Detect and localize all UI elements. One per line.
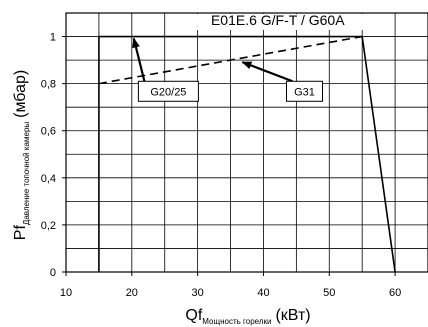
y-tick-label: 0,2 — [41, 220, 56, 232]
annotation-box — [137, 80, 199, 102]
x-tick-label: 50 — [323, 287, 335, 299]
x-tick-label: 30 — [192, 287, 204, 299]
annotation-arrow — [241, 61, 293, 83]
x-axis-label: QfМощность горелки (кВт) — [185, 307, 310, 326]
chart-title-box: E01E.6 G/F-T / G60A — [187, 12, 368, 30]
y-axis-label-sub: Давление топочной камеры — [22, 122, 31, 225]
y-axis-ticks: 0 0,2 0,4 0,6 0,8 1 — [41, 32, 66, 279]
annotation-label: G20/25 — [150, 86, 186, 98]
annotation-box — [285, 80, 323, 102]
annotations: G20/25 G31 — [132, 37, 323, 102]
x-axis-label-main: Qf — [185, 307, 202, 324]
plot-frame — [65, 12, 428, 273]
y-tick-label: 0,4 — [41, 173, 56, 185]
x-axis-label-sub: Мощность горелки — [202, 317, 271, 326]
y-axis-label-unit: (мбар) — [12, 70, 29, 118]
series-line-g20-25 — [98, 35, 396, 273]
x-tick-label: 20 — [126, 287, 138, 299]
annotation-label: G31 — [294, 86, 315, 98]
grid — [66, 13, 428, 272]
x-axis-label-unit: (кВт) — [275, 307, 310, 324]
y-tick-label: 0 — [50, 267, 56, 279]
title-background — [187, 14, 368, 30]
x-tick-label: 60 — [389, 287, 401, 299]
x-tick-label: 10 — [60, 287, 72, 299]
annotation-arrow — [132, 37, 146, 82]
x-tick-label: 40 — [257, 287, 269, 299]
y-tick-label: 0,8 — [41, 79, 56, 91]
x-axis-ticks: 10 20 30 40 50 60 — [60, 272, 401, 299]
y-tick-label: 0,6 — [41, 126, 56, 138]
y-axis-label: PfДавление топочной камеры (мбар) — [12, 70, 31, 240]
y-axis-label-main: Pf — [12, 225, 29, 241]
chart-title: E01E.6 G/F-T / G60A — [211, 12, 345, 28]
y-tick-label: 1 — [50, 32, 56, 44]
